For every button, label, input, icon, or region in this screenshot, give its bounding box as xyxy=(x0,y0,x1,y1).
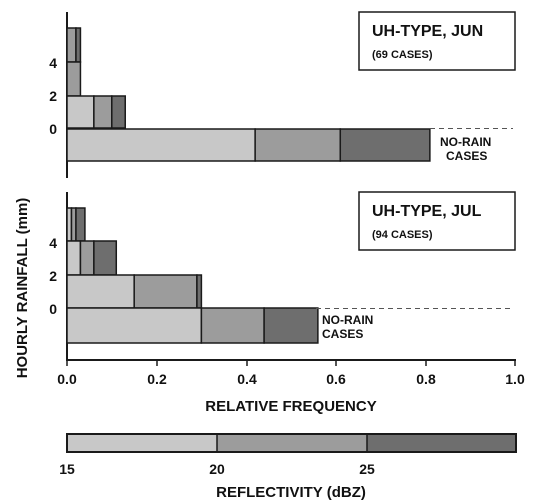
x-tick-label-5: 1.0 xyxy=(505,371,525,387)
bar-segment-jun-4-6mm-1 xyxy=(66,27,77,63)
x-tick-label-3: 0.6 xyxy=(326,371,346,387)
panel-jun-title-box xyxy=(358,11,516,71)
colorbar-label-25: 25 xyxy=(359,461,375,477)
bar-segment-jun-4-6mm-2 xyxy=(75,27,82,63)
bar-segment-jul-0-2mm-0 xyxy=(66,274,135,309)
bar-segment-jul-2-4mm-2 xyxy=(93,240,118,276)
panel-jun-tick-label-2: 2 xyxy=(49,88,57,104)
panel-jul-title: UH-TYPE, JUL xyxy=(372,203,482,220)
bar-segment-jul-4-6mm-2 xyxy=(75,207,86,242)
panel-jun-subtitle: (69 CASES) xyxy=(372,49,433,61)
colorbar-segment-20-25 xyxy=(217,434,367,452)
bar-segment-jun-no-rain-1 xyxy=(254,128,342,162)
panel-jun-no-rain-label-1: NO-RAIN xyxy=(440,135,491,149)
panel-jun-tick-label-0: 0 xyxy=(49,121,57,137)
panel-jun-tick-label-4: 4 xyxy=(49,55,57,71)
bar-segment-jul-0-2mm-2 xyxy=(196,274,203,309)
bar-segment-jul-no-rain-0 xyxy=(66,307,203,344)
colorbar-title: REFLECTIVITY (dBZ) xyxy=(216,484,366,501)
panel-jun: 4 2 0 NO-RAIN CASES UH-TYPE, JUN (69 CAS… xyxy=(49,11,516,178)
colorbar-frame xyxy=(66,433,517,453)
panel-jul-subtitle: (94 CASES) xyxy=(372,229,433,241)
bar-segment-jul-2-4mm-1 xyxy=(79,240,95,276)
panel-jul-tick-label-4: 4 xyxy=(49,235,57,251)
x-axis-title: RELATIVE FREQUENCY xyxy=(205,398,376,415)
bar-segment-jul-0-2mm-1 xyxy=(133,274,198,309)
panel-jul-no-rain-label-1: NO-RAIN xyxy=(322,313,373,327)
bar-segment-jul-no-rain-1 xyxy=(200,307,265,344)
colorbar-label-20: 20 xyxy=(209,461,225,477)
x-tick-label-4: 0.8 xyxy=(416,371,436,387)
bar-segment-jun-2-4mm-1 xyxy=(66,61,82,97)
panel-jul: 4 2 0 NO-RAIN CASES UH-TYPE, JUL (94 CAS… xyxy=(49,191,516,361)
bar-segment-jun-no-rain-0 xyxy=(66,128,256,162)
colorbar-segment-25-30 xyxy=(367,434,516,452)
panel-jul-bars xyxy=(66,207,319,344)
bar-segment-jun-no-rain-2 xyxy=(339,128,431,162)
bar-segment-jul-2-4mm-0 xyxy=(66,240,82,276)
panel-jul-tick-label-2: 2 xyxy=(49,268,57,284)
x-axis: 0.0 0.2 0.4 0.6 0.8 1.0 RELATIVE FREQUEN… xyxy=(57,360,525,415)
bar-segment-jul-no-rain-2 xyxy=(263,307,319,344)
bar-segment-jun-0-2mm-1 xyxy=(93,95,113,129)
x-tick-label-1: 0.2 xyxy=(147,371,167,387)
colorbar-segment-15-20 xyxy=(67,434,217,452)
bar-segment-jun-0-2mm-0 xyxy=(66,95,95,129)
panel-jul-title-box xyxy=(358,191,516,251)
x-tick-label-2: 0.4 xyxy=(237,371,257,387)
panel-jul-no-rain-label-2: CASES xyxy=(322,327,363,341)
panel-jun-no-rain-label-2: CASES xyxy=(446,149,487,163)
panel-jun-bars xyxy=(66,27,431,162)
colorbar-label-15: 15 xyxy=(59,461,75,477)
y-axis-title: HOURLY RAINFALL (mm) xyxy=(14,198,31,379)
x-tick-label-0: 0.0 xyxy=(57,371,77,387)
colorbar: 15 20 25 REFLECTIVITY (dBZ) xyxy=(59,433,517,501)
panel-jul-tick-label-0: 0 xyxy=(49,301,57,317)
panel-jun-title: UH-TYPE, JUN xyxy=(372,23,483,40)
bar-segment-jun-0-2mm-2 xyxy=(111,95,126,129)
